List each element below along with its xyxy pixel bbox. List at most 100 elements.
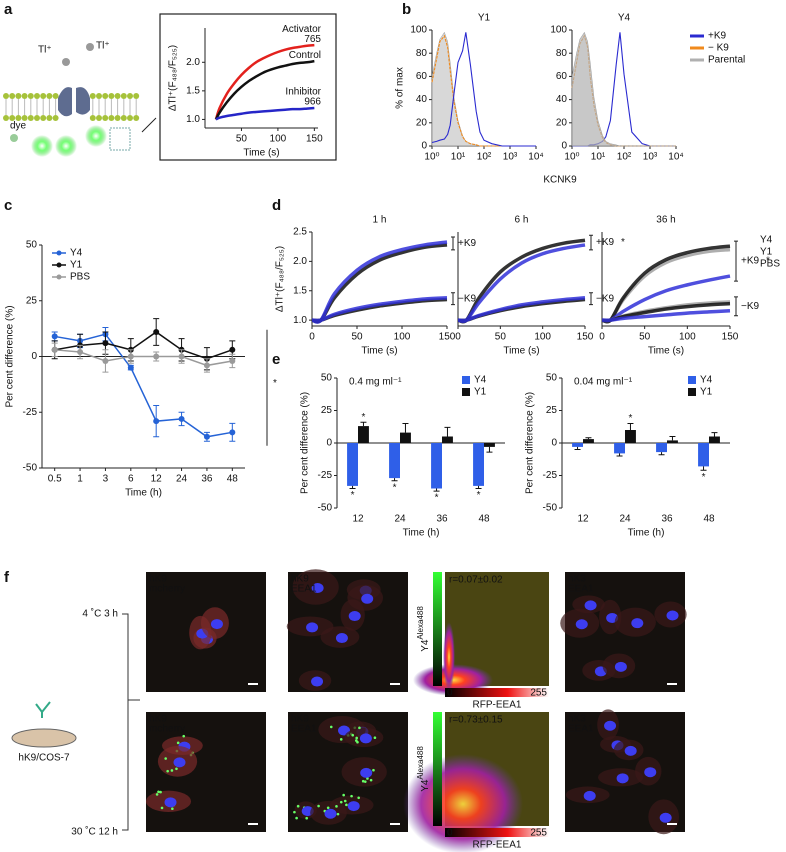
x-axis-label: KCNK9 (543, 175, 577, 186)
x-tick-label: 12 (352, 514, 364, 525)
nucleus (164, 797, 177, 808)
legend-label: Y1 (760, 247, 773, 258)
y-tick-label: 2.0 (293, 256, 307, 267)
puncta (345, 803, 348, 807)
panel-label: d (272, 197, 281, 214)
x-tick-label: 150 (577, 332, 594, 343)
dish-label: hK9/COS-7 (18, 753, 70, 764)
y-tick-label: -25 (23, 407, 38, 418)
significance: * (702, 472, 706, 483)
ion (86, 43, 94, 51)
series-line (54, 331, 233, 360)
lipid (120, 115, 127, 121)
colorbar-y (433, 712, 442, 826)
x-axis-label: Time (h) (628, 528, 665, 539)
legend-label: Y1 (70, 260, 83, 271)
nucleus (624, 745, 637, 756)
legend-swatch (688, 376, 696, 384)
nucleus (575, 619, 588, 630)
x-tick-label: 0 (309, 332, 315, 343)
lipid (9, 115, 16, 121)
nucleus (311, 676, 324, 687)
nucleus (583, 790, 596, 801)
puncta (305, 816, 308, 820)
lipid (40, 93, 47, 99)
puncta (339, 800, 343, 804)
lipid (46, 93, 53, 99)
y-tick-label: 40 (556, 94, 568, 105)
label-sup: Alexa488 (416, 606, 425, 640)
condition-label: 30 ˚C 12 h (71, 826, 118, 838)
x-axis-label: Time (s) (243, 148, 279, 159)
point (51, 346, 58, 353)
y-axis-label: Per cent difference (%) (525, 392, 536, 494)
puncta (363, 780, 367, 783)
point (153, 418, 160, 425)
lipid (21, 93, 28, 99)
channel-label: hK9 (291, 574, 309, 585)
channel-label: hK3 (568, 714, 586, 725)
lipid (15, 115, 22, 121)
coloc-y-label: Y4Alexa488 (416, 606, 431, 652)
puncta (369, 778, 373, 782)
x-axis-label: Time (h) (125, 488, 162, 499)
series-label: 765 (304, 34, 321, 45)
y-tick-label: 1.0 (186, 114, 200, 125)
legend-label: Y4 (760, 235, 773, 246)
error-bar (349, 485, 356, 489)
series-label: 966 (304, 97, 321, 108)
x-tick-label: 1 (77, 474, 83, 485)
panel-label: b (402, 1, 411, 18)
chart-title: 6 h (515, 215, 529, 226)
error-bar (402, 423, 409, 433)
x-tick-label: 3 (103, 474, 109, 485)
x-tick-label: 100 (270, 134, 287, 145)
puncta (372, 768, 375, 772)
legend-label: Y4 (474, 375, 487, 386)
point (153, 328, 160, 335)
y-axis-label: Per cent difference (%) (300, 392, 311, 494)
puncta (343, 799, 347, 803)
bar (667, 440, 678, 443)
y-tick-label: 100 (410, 25, 427, 36)
x-tick-label: 48 (703, 514, 715, 525)
series-line (601, 308, 731, 323)
y-tick-label: 60 (416, 71, 428, 82)
puncta (159, 790, 162, 794)
panel-label: c (4, 197, 12, 214)
colorbar-label: 255 (530, 828, 547, 839)
inset-frame (159, 13, 337, 161)
point (229, 357, 236, 364)
x-tick-label: 0 (455, 332, 461, 343)
colorbar-x (445, 688, 549, 697)
dye-glow (55, 135, 77, 157)
nucleus (644, 767, 657, 778)
nucleus (659, 812, 672, 823)
x-tick-label: 6 (128, 474, 134, 485)
point (77, 349, 84, 356)
y-tick-label: 0 (31, 351, 37, 362)
puncta (155, 793, 159, 796)
bar (484, 443, 495, 447)
lipid (89, 93, 96, 99)
y-tick-label: 80 (416, 48, 428, 59)
lipid (52, 93, 59, 99)
lipid (40, 115, 47, 121)
puncta (357, 796, 360, 800)
x-tick-label: 150 (439, 332, 456, 343)
x-tick-label: 48 (478, 514, 490, 525)
annotation: −K9 (596, 293, 615, 304)
puncta (326, 806, 330, 810)
series-line (311, 240, 448, 324)
error-bar (391, 478, 398, 482)
legend-label: PBS (70, 272, 90, 283)
label-sup: Alexa488 (416, 746, 425, 780)
puncta (170, 769, 174, 772)
legend-marker (56, 262, 62, 268)
connector (141, 117, 157, 133)
puncta (295, 816, 298, 820)
y-tick-label: 0 (561, 141, 567, 152)
lipid (114, 115, 121, 121)
y-tick-label: 0 (421, 141, 427, 152)
x-axis-label: Time (s) (648, 346, 684, 357)
